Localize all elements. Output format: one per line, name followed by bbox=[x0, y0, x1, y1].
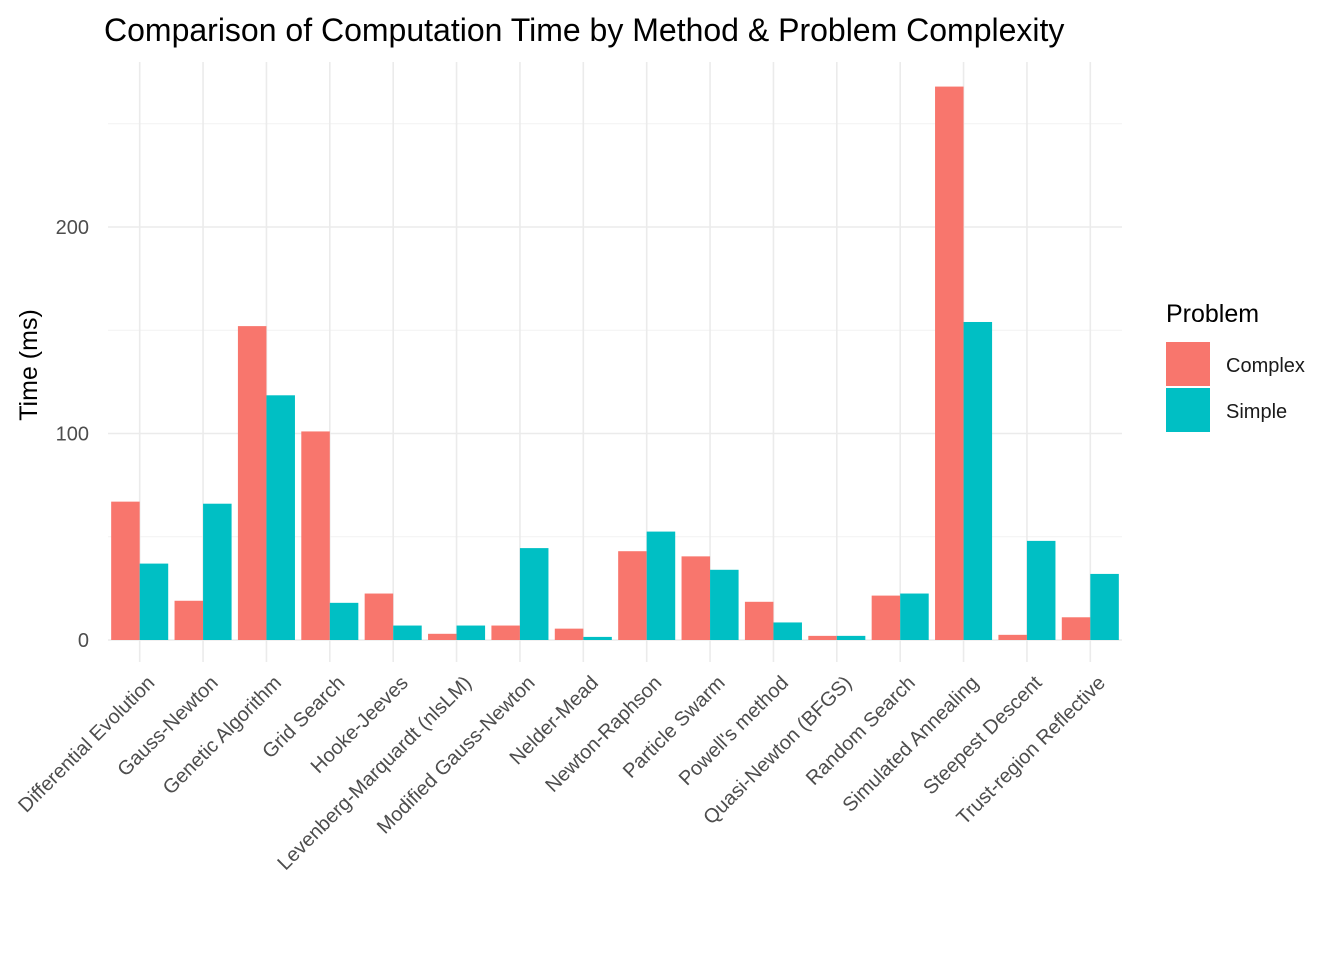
bar-complex bbox=[935, 86, 964, 640]
bar-simple bbox=[710, 569, 739, 640]
bar-simple bbox=[773, 622, 802, 640]
legend-key-complex bbox=[1166, 342, 1210, 386]
bar-complex bbox=[428, 633, 457, 640]
bar-simple bbox=[836, 635, 866, 640]
bar-complex bbox=[681, 556, 711, 640]
bar-simple bbox=[203, 503, 232, 640]
bar-simple bbox=[519, 548, 549, 640]
bar-complex bbox=[618, 551, 647, 640]
grid bbox=[108, 62, 1122, 662]
x-tick-label: Powell's method bbox=[675, 672, 793, 790]
legend-title: Problem bbox=[1166, 300, 1259, 328]
y-axis-title: Time (ms) bbox=[15, 309, 43, 421]
x-tick-labels: Differential EvolutionGauss-NewtonGeneti… bbox=[14, 672, 1110, 875]
bar-simple bbox=[139, 563, 169, 640]
y-tick-labels: 0 100 200 bbox=[56, 217, 89, 652]
legend-label-complex: Complex bbox=[1226, 355, 1305, 377]
bar-complex bbox=[1061, 617, 1091, 640]
bars bbox=[111, 86, 1119, 640]
bar-complex bbox=[744, 601, 774, 640]
bar-complex bbox=[871, 595, 901, 640]
x-tick-label: Genetic Algorithm bbox=[159, 672, 286, 799]
bar-simple bbox=[1026, 540, 1056, 640]
bar-simple bbox=[963, 321, 993, 640]
legend: Problem Complex Simple bbox=[1166, 300, 1305, 432]
legend-key-simple bbox=[1166, 388, 1210, 432]
bar-complex bbox=[301, 431, 330, 640]
bar-simple bbox=[329, 602, 359, 640]
bar-simple bbox=[456, 625, 486, 640]
bar-simple bbox=[266, 395, 295, 640]
bar-complex bbox=[174, 600, 204, 640]
bar-simple bbox=[900, 593, 929, 640]
y-tick-label: 0 bbox=[78, 630, 89, 652]
bar-complex bbox=[364, 593, 394, 640]
bar-complex bbox=[237, 326, 267, 640]
x-tick-label: Steepest Descent bbox=[919, 672, 1047, 800]
chart-title: Comparison of Computation Time by Method… bbox=[104, 12, 1064, 48]
legend-label-simple: Simple bbox=[1226, 401, 1287, 423]
y-tick-label: 200 bbox=[56, 217, 89, 239]
bar-simple bbox=[583, 636, 612, 640]
bar-simple bbox=[646, 531, 676, 640]
x-tick-label: Random Search bbox=[802, 672, 920, 790]
bar-complex bbox=[491, 625, 520, 640]
bar-simple bbox=[393, 625, 422, 640]
y-tick-label: 100 bbox=[56, 424, 89, 446]
x-tick-label: Newton-Raphson bbox=[541, 672, 666, 797]
bar-complex bbox=[998, 634, 1027, 640]
bar-complex bbox=[808, 635, 837, 640]
bar-complex bbox=[111, 501, 140, 640]
bar-simple bbox=[1090, 573, 1119, 640]
bar-complex bbox=[554, 628, 584, 640]
